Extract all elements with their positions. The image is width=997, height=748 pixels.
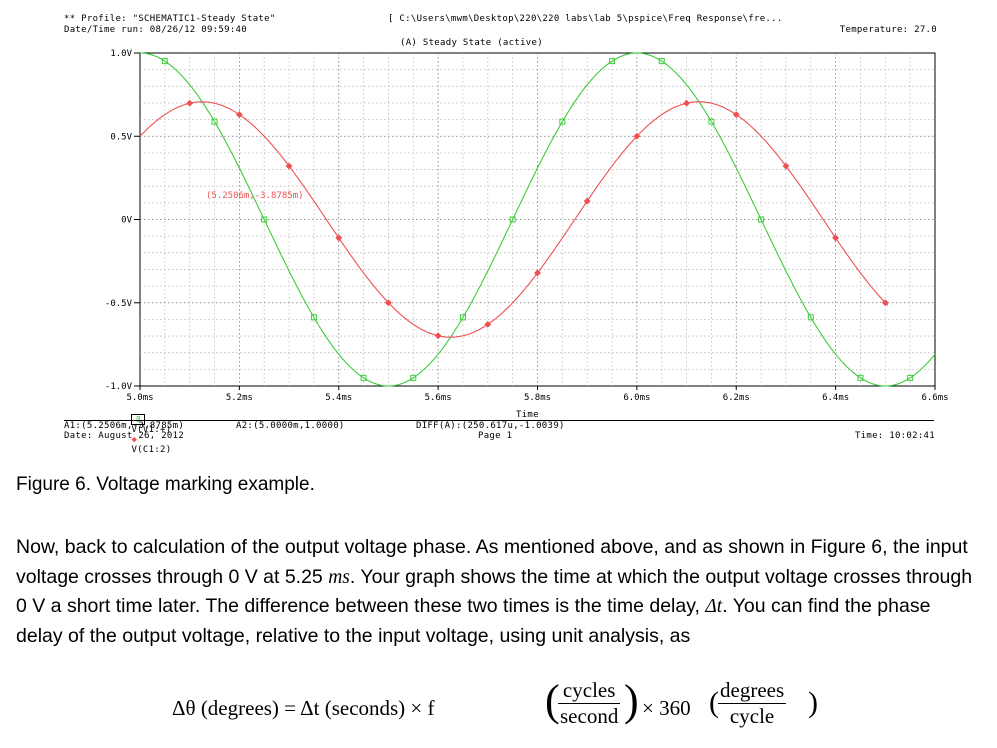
figure-caption: Figure 6. Voltage marking example.	[16, 474, 315, 495]
x-axis-ticks: 5.0ms 5.2ms 5.4ms 5.6ms 5.8ms 6.0ms 6.2ms 6.4ms…	[126, 386, 949, 403]
y-axis-ticks: 1.0V 0.5V 0V -0.5V -1.0V	[105, 49, 140, 392]
frac1-denominator: second	[560, 704, 619, 728]
y-tick-label: 1.0V	[110, 49, 132, 59]
legend: 8 V(V1:+) ◆ V(C1:2)	[120, 404, 171, 455]
print-time: Time: 10:02:41	[854, 431, 935, 441]
crossing-annotation: (5.2506m,-3.8785m)	[206, 191, 304, 201]
close-paren: )	[624, 676, 639, 725]
series-1-marker	[708, 118, 715, 125]
series-2-marker	[335, 234, 343, 242]
series-1-marker	[758, 216, 765, 223]
series-2-marker	[385, 299, 392, 307]
times-360: × 360	[642, 696, 691, 720]
cursor-a1: A1:(5.2506m,-3.8785m)	[64, 421, 185, 431]
series-1-marker	[360, 374, 367, 381]
series-1-marker	[161, 58, 168, 65]
series-2-marker	[235, 111, 243, 119]
x-tick-label: 5.4ms	[325, 393, 352, 403]
series-1-marker	[807, 314, 814, 321]
series-1-marker	[658, 58, 665, 65]
series-2-marker	[782, 162, 790, 170]
series-2-marker	[285, 162, 293, 170]
close-paren-2: )	[808, 686, 818, 719]
body-paragraph: Now, back to calculation of the output v…	[16, 533, 981, 651]
legend-series2-label: V(C1:2)	[131, 445, 172, 455]
page-number: Page 1	[478, 431, 513, 441]
series-1-marker	[459, 314, 466, 321]
para-text-3: . You can find the phase delay of the ou…	[16, 595, 931, 647]
series-line-1	[139, 52, 936, 387]
para-text-1: Now, back to calculation of the output v…	[16, 536, 968, 588]
y-tick-label: 0.5V	[110, 132, 132, 142]
profile-line: ** Profile: "SCHEMATIC1-Steady State"	[64, 14, 276, 24]
print-date: Date: August 26, 2012	[64, 431, 185, 441]
date-time-run: Date/Time run: 08/26/12 09:59:40	[64, 25, 247, 35]
waveform-chart: 1.0V 0.5V 0V -0.5V -1.0V 5.0ms 5.2ms 5.4ms 5.6m…	[105, 49, 949, 403]
series-1-marker	[857, 374, 864, 381]
x-tick-label: 6.4ms	[822, 393, 849, 403]
series-1-marker	[261, 216, 268, 223]
x-tick-label: 6.0ms	[623, 393, 650, 403]
footer-rule	[64, 420, 934, 421]
y-tick-label: 0V	[121, 216, 132, 226]
series-1-marker	[907, 374, 914, 381]
series-1-marker	[310, 314, 317, 321]
series-2-marker	[534, 269, 541, 277]
y-tick-label: -0.5V	[105, 299, 133, 309]
x-tick-label: 5.6ms	[425, 393, 452, 403]
equation-lhs: Δθ (degrees) = Δt (seconds) × f	[172, 696, 435, 720]
y-tick-label: -1.0V	[105, 382, 133, 392]
cursor-diff: DIFF(A):(250.617u,-1.0039)	[416, 421, 565, 431]
plot-title: (A) Steady State (active)	[400, 38, 543, 48]
grid-lines	[140, 53, 935, 386]
series-1-marker	[509, 216, 516, 223]
x-tick-label: 5.2ms	[226, 393, 253, 403]
series-group	[139, 52, 936, 387]
legend-series2-marker: ◆	[131, 435, 138, 445]
temperature: Temperature: 27.0	[839, 25, 937, 35]
time-axis-label: Time	[516, 410, 539, 420]
series-1-marker	[609, 58, 616, 65]
series-2-marker	[583, 197, 591, 205]
frac2-denominator: cycle	[729, 704, 775, 728]
x-tick-label: 5.0ms	[126, 393, 153, 403]
open-paren: (	[545, 676, 560, 725]
series-2-marker	[832, 234, 840, 242]
cursor-a2: A2:(5.0000m,1.0000)	[236, 421, 345, 431]
fraction-cycles-per-second: cycles second	[558, 678, 621, 729]
unit-ms: ms	[328, 566, 350, 588]
series-2-marker	[732, 111, 740, 119]
x-tick-label: 6.6ms	[921, 393, 948, 403]
series-2-marker	[186, 99, 194, 107]
series-2-marker	[881, 299, 889, 307]
series-2-marker	[484, 320, 492, 328]
para-text-2: . Your graph shows the time at which the…	[16, 565, 973, 618]
series-1-marker	[410, 374, 417, 381]
series-2-marker	[683, 99, 690, 107]
x-tick-label: 6.2ms	[723, 393, 750, 403]
series-1-marker	[559, 118, 566, 125]
open-paren-2: (	[709, 686, 719, 719]
series-line-2	[139, 101, 889, 338]
x-tick-label: 5.8ms	[524, 393, 551, 403]
frac2-numerator: degrees	[718, 678, 787, 704]
fraction-degrees-per-cycle: degrees cycle	[718, 678, 787, 729]
legend-series1-label: V(V1:+)	[131, 425, 172, 435]
series-1-marker	[211, 118, 218, 125]
series-2-marker	[633, 132, 641, 140]
file-path-line: [ C:\Users\mwm\Desktop\220\220 labs\lab …	[388, 14, 783, 24]
series-2-marker	[434, 332, 442, 340]
delta-t: Δt	[705, 596, 723, 617]
frac1-numerator: cycles	[558, 678, 621, 704]
